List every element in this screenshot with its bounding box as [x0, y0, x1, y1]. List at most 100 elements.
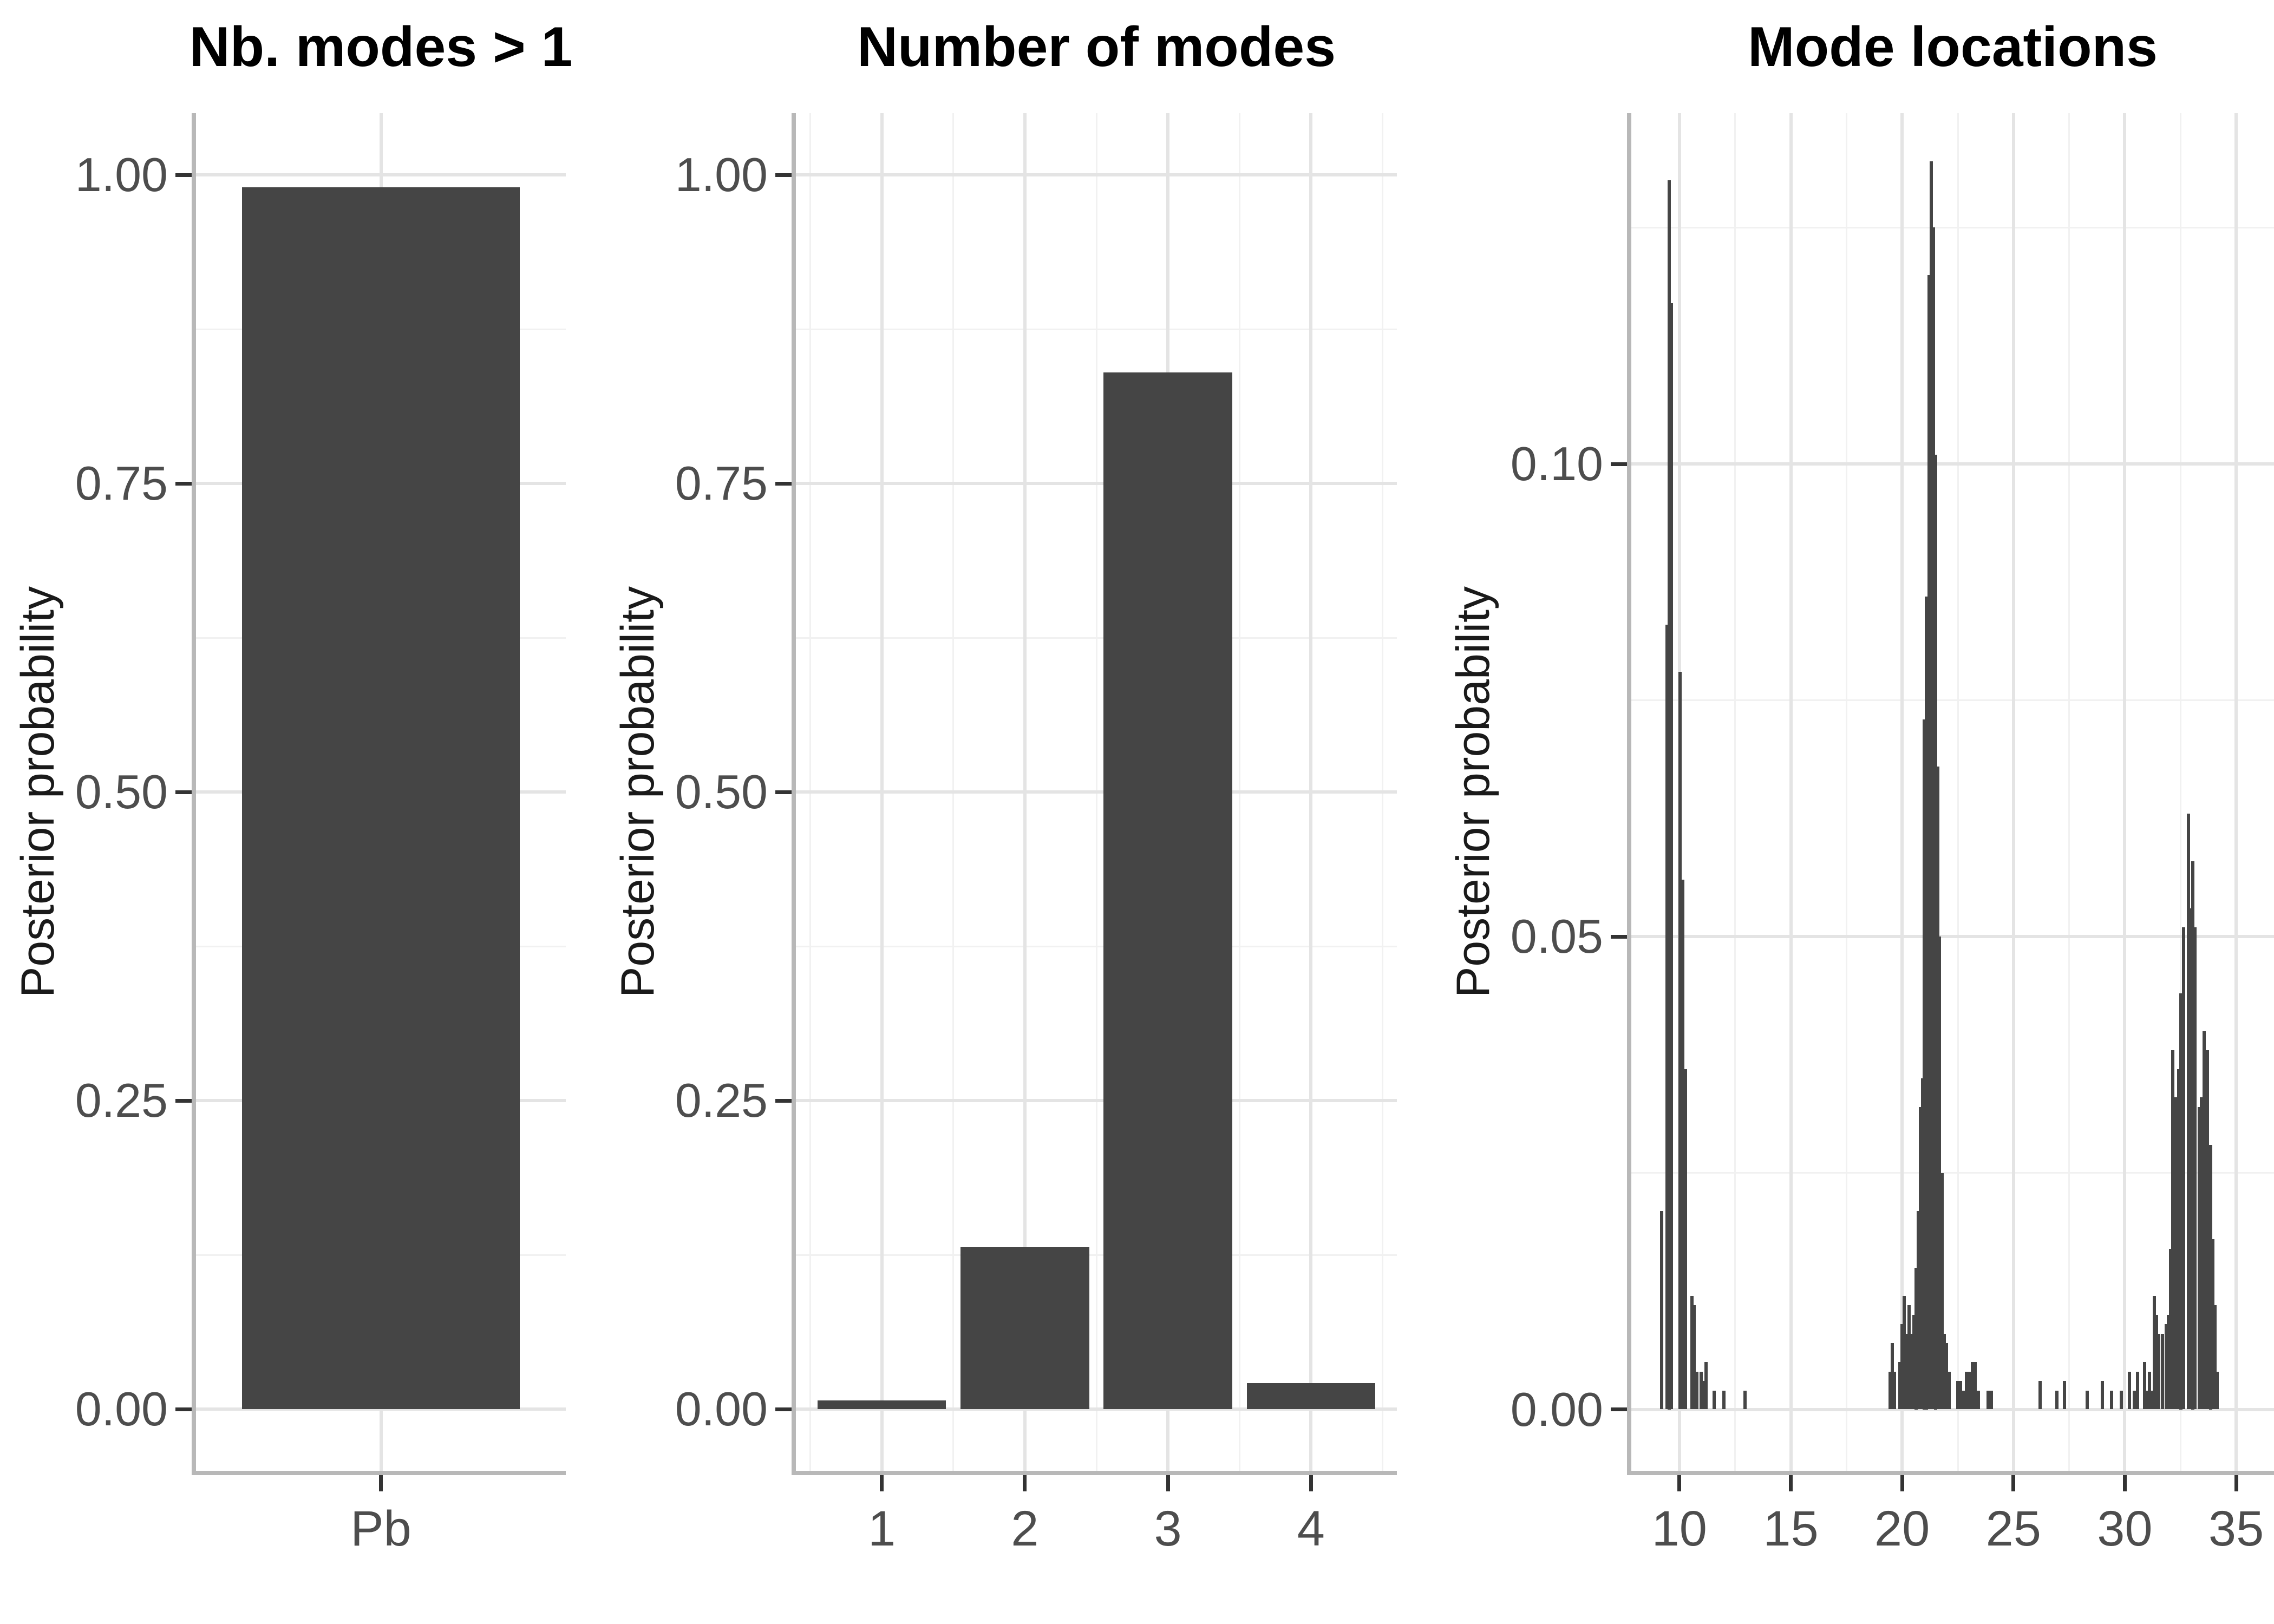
gridline-y-major [1631, 935, 2274, 939]
bar [1947, 1371, 1951, 1410]
bar [1956, 1381, 1959, 1410]
x-tick [1023, 1475, 1027, 1491]
x-tick-label: 3 [1154, 1501, 1182, 1556]
bar [1898, 1362, 1901, 1410]
gridline-y-major [796, 1099, 1397, 1102]
y-tick [175, 1098, 192, 1103]
y-tick [175, 481, 192, 486]
bar [1681, 880, 1684, 1410]
bar [1927, 274, 1931, 1410]
bar [2161, 1333, 2165, 1410]
bar [2164, 1324, 2168, 1410]
gridline-x-major [1023, 113, 1027, 1471]
bar [1722, 1390, 1726, 1410]
bar [1964, 1371, 1968, 1410]
x-tick [1309, 1475, 1313, 1491]
y-tick [175, 173, 192, 177]
bar [1914, 1267, 1918, 1410]
bar [1907, 1305, 1911, 1410]
bar [1890, 1343, 1894, 1410]
bar [1923, 719, 1926, 1410]
bar [1704, 1362, 1708, 1410]
y-axis-line [192, 113, 196, 1475]
bar [1892, 1371, 1896, 1410]
gridline-x-minor [1957, 113, 1959, 1471]
bar [2127, 1371, 2131, 1410]
bar [2063, 1381, 2067, 1410]
gridline-x-minor [2068, 113, 2070, 1471]
bar [2157, 1333, 2160, 1410]
y-tick-label: 1.00 [75, 148, 168, 201]
panel-title: Mode locations [1748, 16, 2158, 78]
bar [2216, 1371, 2219, 1410]
bar [1967, 1371, 1971, 1410]
bar [1918, 1106, 1922, 1410]
bar [2145, 1390, 2149, 1410]
y-axis-line [1627, 113, 1631, 1475]
bar [1938, 937, 1942, 1410]
gridline-y-major [796, 482, 1397, 485]
panel-title: Nb. modes > 1 [189, 16, 573, 78]
gridline-y-minor [1631, 1172, 2274, 1174]
x-tick-label: 2 [1011, 1501, 1039, 1556]
bar [1712, 1390, 1716, 1410]
bar [2174, 1097, 2178, 1410]
bar [1683, 1069, 1687, 1410]
y-tick-label: 0.00 [675, 1382, 768, 1436]
y-tick-label: 0.25 [675, 1073, 768, 1127]
x-tick-label: Pb [350, 1501, 411, 1556]
bar [1933, 454, 1937, 1410]
x-axis-line [192, 1471, 566, 1475]
x-tick-label: 4 [1297, 1501, 1325, 1556]
bar [1974, 1362, 1977, 1410]
bar [1940, 1173, 1944, 1410]
gridline-x-major [1309, 113, 1313, 1471]
bar [1690, 1295, 1694, 1410]
bar [2200, 1097, 2204, 1410]
x-tick [2122, 1475, 2127, 1491]
bar [2193, 927, 2197, 1410]
bar [1670, 303, 1673, 1410]
bar [1962, 1390, 1965, 1410]
bar [1931, 227, 1935, 1410]
y-tick [775, 173, 792, 177]
bar [2166, 1314, 2170, 1410]
bar [2120, 1390, 2123, 1410]
y-tick-label: 0.50 [75, 765, 168, 818]
bar [1702, 1381, 1706, 1410]
y-tick-label: 0.75 [675, 456, 768, 510]
y-axis-line [792, 113, 796, 1475]
bar [242, 187, 520, 1409]
y-axis-title: Posterior probability [1447, 586, 1499, 998]
bar [2179, 993, 2183, 1410]
y-tick-label: 0.00 [75, 1382, 168, 1436]
y-tick-label: 1.00 [675, 148, 768, 201]
x-tick [2234, 1475, 2238, 1491]
x-tick-label: 30 [2097, 1501, 2153, 1556]
bar [1900, 1324, 1904, 1410]
x-tick [1677, 1475, 1682, 1491]
y-tick-label: 0.10 [1510, 437, 1603, 490]
bar [1925, 596, 1929, 1410]
x-tick [1166, 1475, 1170, 1491]
y-tick-label: 0.00 [1510, 1382, 1603, 1436]
gridline-x-minor [2179, 113, 2181, 1471]
y-tick-label: 0.05 [1510, 909, 1603, 964]
bar [1970, 1362, 1974, 1410]
bar [1678, 672, 1682, 1410]
y-tick-label: 0.75 [75, 456, 168, 510]
gridline-y-major [796, 790, 1397, 794]
y-tick [775, 1407, 792, 1411]
bar [2171, 1050, 2174, 1410]
bar [2101, 1381, 2105, 1410]
gridline-x-major [2011, 113, 2015, 1471]
bar [2152, 1295, 2156, 1410]
bar [1659, 1210, 1663, 1410]
bar [2132, 1390, 2136, 1410]
x-tick [880, 1475, 884, 1491]
bar [1665, 624, 1669, 1410]
gridline-x-major [1789, 113, 1793, 1471]
bar [2211, 1239, 2214, 1410]
bar [2147, 1371, 2151, 1410]
bar [1958, 1381, 1962, 1410]
